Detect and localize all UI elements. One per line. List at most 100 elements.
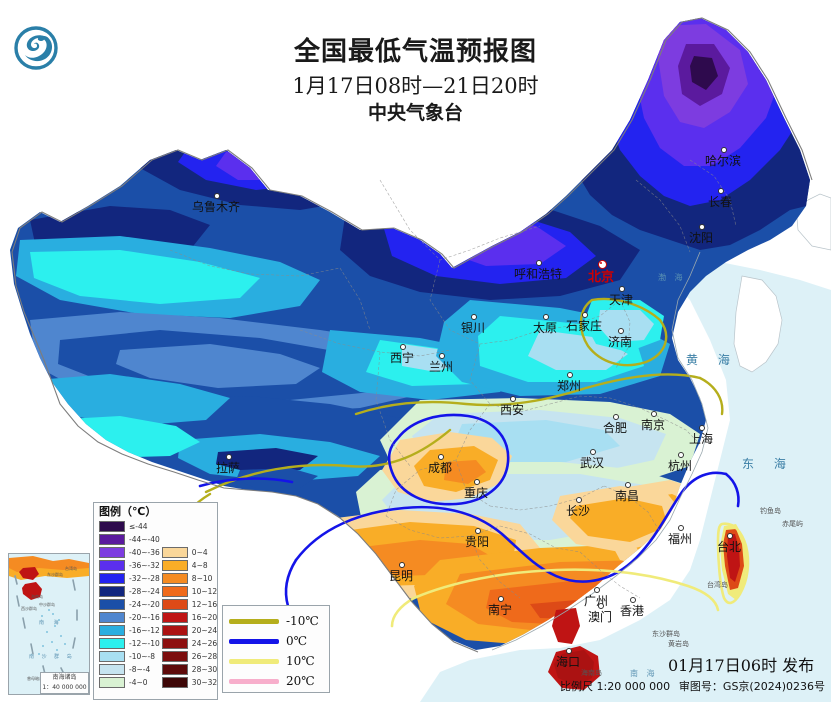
legend-swatch xyxy=(161,677,188,689)
inset-scale-name: 南海诸岛 xyxy=(52,674,77,681)
legend-warm-column: 0~4 4~8 8~10 10~12 12~16 16~20 20~24 24~26 26~28… xyxy=(161,520,218,689)
legend-row: -44~-40 xyxy=(99,533,160,546)
legend-range-label: 12~16 xyxy=(191,600,218,610)
city-name: 乌鲁木齐 xyxy=(191,200,241,214)
city-label: 贵阳 xyxy=(465,528,489,548)
city-name: 拉萨 xyxy=(215,461,241,475)
city-name: 太原 xyxy=(532,321,558,335)
city-name: 武汉 xyxy=(579,456,605,470)
map-scale: 比例尺 1:20 000 000 xyxy=(560,680,671,693)
legend-range-label: ≤-44 xyxy=(129,522,148,532)
city-label: 南宁 xyxy=(488,596,512,616)
city-label: 长春 xyxy=(707,188,733,209)
city-label: 澳门 xyxy=(588,603,612,623)
city-marker-icon xyxy=(589,449,596,455)
island-label: 黄岩岛 xyxy=(668,640,689,648)
svg-text:中沙群岛: 中沙群岛 xyxy=(39,601,55,607)
legend-range-label: -16~-12 xyxy=(129,626,160,636)
legend-row: 8~10 xyxy=(161,572,217,585)
city-label: 昆明 xyxy=(388,562,414,583)
legend-swatch xyxy=(99,664,125,676)
legend-swatch xyxy=(161,547,188,559)
legend-range-label: -32~-28 xyxy=(129,574,160,584)
city-name: 昆明 xyxy=(388,569,414,583)
city-label: 天津 xyxy=(608,286,634,307)
legend-range-label: -8~-4 xyxy=(129,665,151,675)
city-marker-icon xyxy=(629,597,636,603)
legend-row: 28~30 xyxy=(161,663,217,676)
legend-swatch xyxy=(161,612,188,624)
city-marker-icon xyxy=(597,603,604,609)
city-name: 北京 xyxy=(587,270,615,285)
legend-row: ≤-44 xyxy=(99,520,160,533)
city-name: 广州 xyxy=(583,594,609,608)
city-name: 呼和浩特 xyxy=(513,267,563,281)
legend-swatch xyxy=(161,638,188,650)
south-china-sea-inset-map: 南 海 南 沙 群 岛 中沙群岛 西沙群岛 东沙群岛 海南岛 台湾岛 曾母暗沙 xyxy=(8,553,90,695)
city-name: 西安 xyxy=(499,403,525,417)
legend-row: 24~26 xyxy=(161,637,217,650)
city-marker-icon xyxy=(565,648,572,654)
legend-range-label: -44~-40 xyxy=(129,535,160,545)
legend-range-label: -12~-10 xyxy=(129,639,160,649)
legend-row: -36~-32 xyxy=(99,559,160,572)
city-name: 长春 xyxy=(707,195,733,209)
city-marker-icon xyxy=(581,312,588,318)
legend-range-label: 20~24 xyxy=(191,626,218,636)
svg-text:南 沙 群 岛: 南 沙 群 岛 xyxy=(29,653,75,660)
city-label: 合肥 xyxy=(603,414,627,434)
city-name: 天津 xyxy=(608,293,634,307)
legend-row: 12~16 xyxy=(161,598,218,611)
legend-swatch xyxy=(99,651,125,663)
city-name: 杭州 xyxy=(667,459,693,473)
isotherm-legend: -10℃ 0℃ 10℃ 20℃ xyxy=(222,605,330,693)
legend-swatch xyxy=(161,586,188,598)
legend-row: 20~24 xyxy=(161,624,218,637)
legend-cold-column: ≤-44 -44~-40 -40~-36 -36~-32 -32~-28 -28~-24 -… xyxy=(99,520,160,689)
inset-map-svg: 南 海 南 沙 群 岛 中沙群岛 西沙群岛 东沙群岛 海南岛 台湾岛 曾母暗沙 xyxy=(9,554,89,694)
city-label: 兰州 xyxy=(429,353,453,373)
city-marker-icon xyxy=(535,260,542,266)
legend-swatch xyxy=(99,560,125,572)
legend-range-label: -4~0 xyxy=(129,678,148,688)
legend-swatch xyxy=(161,560,188,572)
city-marker-icon xyxy=(612,414,619,420)
legend-range-label: 0~4 xyxy=(191,548,208,558)
city-marker-icon xyxy=(566,372,573,378)
legend-title: 图例（℃） xyxy=(99,505,157,518)
legend-row: 4~8 xyxy=(161,559,217,572)
city-marker-icon xyxy=(624,482,631,488)
city-label: 呼和浩特 xyxy=(513,260,563,281)
city-label: 成都 xyxy=(428,454,452,474)
city-marker-icon xyxy=(509,396,516,402)
city-label: 郑州 xyxy=(557,372,581,392)
city-label: 海口 xyxy=(556,648,580,668)
isotherm-label: 0℃ xyxy=(286,634,308,648)
city-label: 银川 xyxy=(461,314,485,334)
legend-range-label: 10~12 xyxy=(191,587,218,597)
svg-text:西沙群岛: 西沙群岛 xyxy=(21,605,37,611)
city-marker-icon xyxy=(677,452,684,458)
svg-text:曾母暗沙: 曾母暗沙 xyxy=(27,675,43,681)
legend-range-label: -10~-8 xyxy=(129,652,156,662)
legend-swatch xyxy=(161,599,188,611)
city-label: 武汉 xyxy=(579,449,605,470)
legend-swatch xyxy=(99,612,125,624)
city-marker-icon xyxy=(698,425,705,431)
temperature-legend: 图例（℃） ≤-44 -44~-40 -40~-36 -36~-32 -32~-28 -2… xyxy=(93,502,218,700)
city-label: 重庆 xyxy=(463,479,489,500)
svg-text:海南岛: 海南岛 xyxy=(31,593,43,599)
city-label: 哈尔滨 xyxy=(705,147,741,167)
legend-range-label: 4~8 xyxy=(191,561,208,571)
legend-row: -24~-20 xyxy=(99,598,160,611)
city-marker-icon xyxy=(717,188,724,194)
sea-label: 黄 海 xyxy=(686,353,738,367)
cma-dragon-logo xyxy=(14,26,58,70)
city-label: 上海 xyxy=(689,425,713,445)
city-name: 重庆 xyxy=(463,486,489,500)
city-marker-icon xyxy=(438,353,445,359)
city-marker-icon xyxy=(677,525,684,531)
legend-row: 10~12 xyxy=(161,585,218,598)
sea-label: 东 海 xyxy=(742,457,794,471)
